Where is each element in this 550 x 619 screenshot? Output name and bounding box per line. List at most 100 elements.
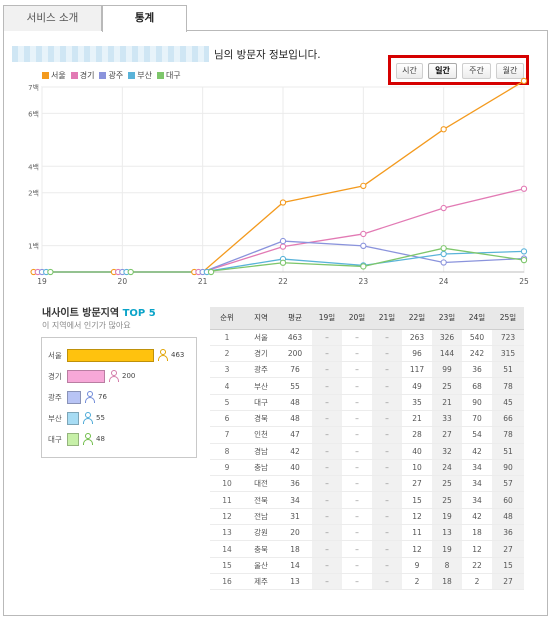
person-icon-head bbox=[85, 412, 91, 418]
table-cell: – bbox=[312, 345, 342, 363]
table-cell: – bbox=[372, 394, 402, 411]
table-cell: 서울 bbox=[244, 329, 278, 346]
table-cell: 2 bbox=[402, 573, 432, 591]
period-selector-highlight bbox=[388, 55, 529, 85]
table-row: 10 대전 36– – –27 25 34 57 bbox=[210, 475, 524, 493]
table-cell: 463 bbox=[278, 329, 312, 346]
table-cell: 4 bbox=[210, 377, 244, 395]
period-weekly-button[interactable]: 주간 bbox=[462, 63, 491, 79]
person-icon-body bbox=[109, 376, 119, 382]
tab-bar: 서비스 소개 통계 bbox=[3, 3, 547, 32]
table-cell: 27 bbox=[492, 573, 524, 591]
table-cell: – bbox=[372, 573, 402, 591]
legend-swatch bbox=[156, 72, 164, 79]
period-daily-button[interactable]: 일간 bbox=[428, 63, 457, 79]
y-tick-label: 7백 bbox=[28, 83, 39, 92]
table-cell: – bbox=[312, 557, 342, 574]
table-cell: 78 bbox=[492, 377, 524, 395]
table-cell: 13 bbox=[210, 524, 244, 542]
top5-row: 서울 463 bbox=[42, 349, 198, 363]
table-header-cell: 21일 bbox=[372, 307, 402, 330]
table-cell: – bbox=[312, 524, 342, 542]
person-icon-body bbox=[85, 397, 95, 403]
table-header-cell: 순위 bbox=[210, 307, 244, 330]
table-cell: 제주 bbox=[244, 573, 278, 591]
table-cell: 2 bbox=[462, 573, 492, 591]
tab-service-intro[interactable]: 서비스 소개 bbox=[3, 5, 102, 31]
table-cell: – bbox=[312, 410, 342, 428]
visitor-line-chart: 1백 2백 4백 6백 7백 19 20 21 22 23 24 25 bbox=[28, 77, 529, 286]
table-cell: 42 bbox=[278, 443, 312, 460]
table-cell: 90 bbox=[462, 394, 492, 411]
table-cell: 경기 bbox=[244, 345, 278, 363]
data-point bbox=[207, 268, 215, 276]
person-icon-head bbox=[111, 370, 117, 376]
table-cell: 18 bbox=[432, 573, 462, 591]
table-cell: 99 bbox=[432, 361, 462, 379]
top5-bar bbox=[67, 370, 105, 383]
table-row: 15 울산 14– – –9 8 22 15 bbox=[210, 557, 524, 574]
period-monthly-button[interactable]: 월간 bbox=[496, 63, 524, 79]
table-cell: 34 bbox=[462, 491, 492, 509]
table-cell: – bbox=[342, 377, 372, 395]
table-cell: 14 bbox=[210, 540, 244, 558]
period-hourly-button[interactable]: 시간 bbox=[396, 63, 423, 79]
table-cell: 27 bbox=[492, 540, 524, 558]
table-cell: – bbox=[342, 345, 372, 363]
table-cell: 충남 bbox=[244, 459, 278, 477]
data-point bbox=[520, 185, 528, 192]
legend-swatch bbox=[42, 72, 49, 79]
legend-label: 경기 bbox=[79, 71, 95, 80]
x-tick-label: 20 bbox=[118, 277, 128, 286]
table-cell: 전북 bbox=[244, 491, 278, 509]
region-stats-table: 순위 지역 평균 19일 20일 21일 22일 23일 24일 25일 1 서울 463– – –263… bbox=[210, 307, 524, 591]
page-title: 님의 방문자 정보입니다. bbox=[214, 49, 321, 61]
table-cell: 19 bbox=[432, 508, 462, 526]
table-cell: 9 bbox=[210, 459, 244, 477]
data-point bbox=[360, 182, 367, 189]
table-cell: 42 bbox=[462, 443, 492, 460]
x-tick-label: 23 bbox=[359, 277, 369, 286]
table-cell: – bbox=[372, 377, 402, 395]
table-cell: 6 bbox=[210, 410, 244, 428]
table-cell: 76 bbox=[278, 361, 312, 379]
table-cell: 전남 bbox=[244, 508, 278, 526]
table-cell: 2 bbox=[210, 345, 244, 363]
person-icon-head bbox=[87, 391, 93, 397]
table-cell: 55 bbox=[278, 377, 312, 395]
table-cell: 32 bbox=[432, 443, 462, 460]
table-cell: 48 bbox=[278, 410, 312, 428]
table-cell: 20 bbox=[278, 524, 312, 542]
table-cell: 47 bbox=[278, 426, 312, 444]
table-cell: 21 bbox=[432, 394, 462, 411]
top5-bar bbox=[67, 412, 79, 425]
table-cell: – bbox=[342, 540, 372, 558]
table-cell: 326 bbox=[432, 329, 462, 346]
table-cell: – bbox=[312, 377, 342, 395]
table-header-cell: 24일 bbox=[462, 307, 492, 330]
table-cell: – bbox=[312, 573, 342, 591]
person-icon-head bbox=[160, 349, 166, 355]
table-row: 1 서울 463– – –263 326 540 723 bbox=[210, 329, 524, 346]
top5-title-prefix: 내사이트 방문지역 bbox=[42, 308, 123, 319]
person-icon bbox=[84, 391, 95, 404]
person-icon-body bbox=[83, 439, 93, 445]
table-cell: 1 bbox=[210, 329, 244, 346]
table-cell: 24 bbox=[432, 459, 462, 477]
table-cell: 315 bbox=[492, 345, 524, 363]
blurred-owner-name bbox=[12, 46, 209, 62]
data-point bbox=[440, 259, 447, 266]
table-cell: – bbox=[312, 329, 342, 346]
table-cell: 14 bbox=[278, 557, 312, 574]
table-cell: 78 bbox=[492, 426, 524, 444]
table-row: 12 전남 31– – –12 19 42 48 bbox=[210, 508, 524, 526]
table-cell: 12 bbox=[402, 540, 432, 558]
table-header-cell: 지역 bbox=[244, 307, 278, 330]
table-cell: 9 bbox=[402, 557, 432, 574]
table-cell: – bbox=[342, 361, 372, 379]
table-cell: – bbox=[372, 410, 402, 428]
tab-statistics[interactable]: 통계 bbox=[102, 5, 187, 32]
table-header-cell: 25일 bbox=[492, 307, 524, 330]
data-point bbox=[520, 256, 528, 264]
person-icon-head bbox=[85, 433, 91, 439]
